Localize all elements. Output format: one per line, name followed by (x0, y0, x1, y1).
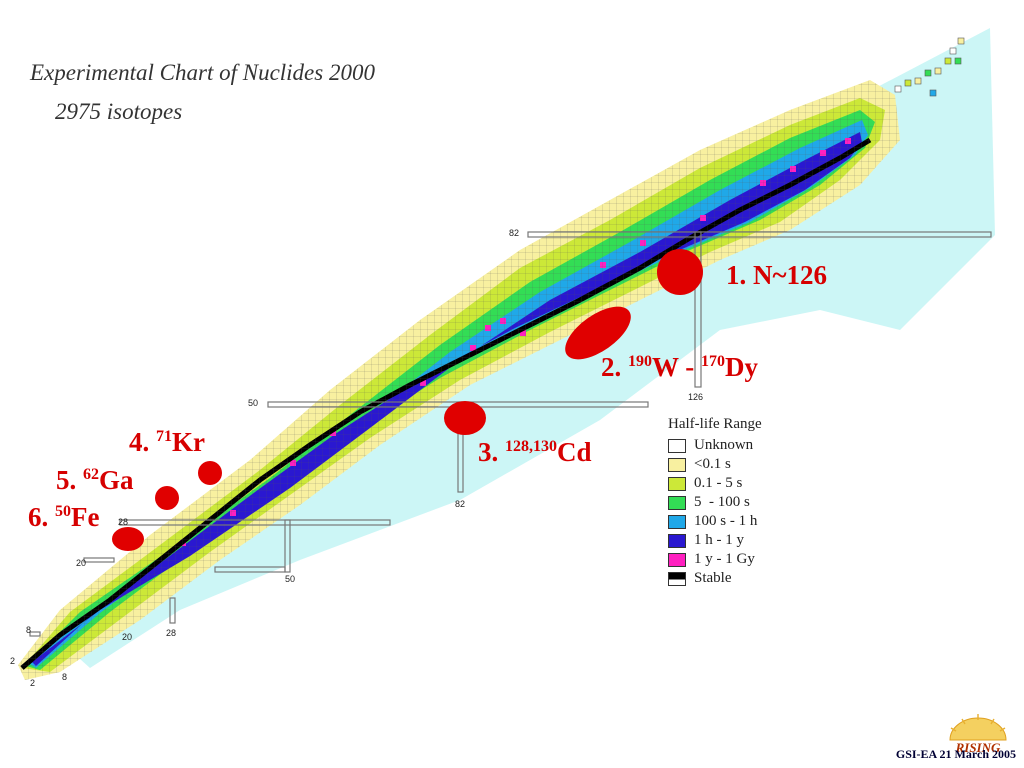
legend-swatch (668, 476, 686, 491)
marker-region-6 (112, 527, 144, 551)
magic-2-n: 2 (30, 678, 35, 688)
magic-50-z: 50 (248, 398, 258, 408)
legend-item-lt-0-1s: <0.1 s (668, 455, 762, 474)
footer-text: GSI-EA 21 March 2005 (895, 747, 1016, 761)
legend-title: Half-life Range (668, 416, 762, 432)
region-label-4: 4. 71Kr (129, 427, 205, 457)
marker-region-2 (565, 306, 631, 360)
magic-28-z: 28 (118, 517, 128, 527)
magic-82-z: 82 (509, 228, 519, 238)
marker-region-3 (444, 401, 486, 435)
region-label-3: 3. 128,130Cd (478, 437, 592, 467)
magic-2-z: 2 (10, 656, 15, 666)
legend-item-100s-1h: 100 s - 1 h (668, 512, 762, 531)
legend-swatch (668, 533, 686, 548)
magic-8-n: 8 (62, 672, 67, 682)
rising-logo: RISING (949, 714, 1007, 755)
cell-grid (18, 80, 900, 680)
marker-region-1 (657, 249, 703, 295)
legend-swatch (668, 457, 686, 472)
legend-item-unknown: Unknown (668, 436, 762, 455)
chart-title: Experimental Chart of Nuclides 2000 (30, 60, 375, 85)
magic-20-z: 20 (76, 558, 86, 568)
legend-swatch (668, 438, 686, 453)
legend-swatch (668, 495, 686, 510)
logo-text: RISING (955, 740, 1001, 755)
magic-8-z: 8 (26, 625, 31, 635)
magic-82-n: 82 (455, 499, 465, 509)
region-label-1: 1. N~126 (726, 260, 828, 290)
magic-50-n: 50 (285, 574, 295, 584)
chart-subtitle: 2975 isotopes (55, 99, 183, 124)
marker-region-4 (198, 461, 222, 485)
magic-number-lines (29, 231, 992, 637)
region-label-5: 5. 62Ga (56, 465, 134, 495)
marker-region-5 (155, 486, 179, 510)
magic-20-n: 20 (122, 632, 132, 642)
legend-swatch (668, 514, 686, 529)
legend-swatch (668, 552, 686, 567)
halflife-legend: Half-life Range Unknown <0.1 s 0.1 - 5 s… (668, 416, 762, 588)
region-label-6: 6. 50Fe (28, 502, 100, 532)
legend-swatch (668, 571, 686, 586)
legend-item-1h-1y: 1 h - 1 y (668, 531, 762, 550)
legend-item-stable: Stable (668, 569, 762, 588)
region-label-2: 2. 190W - 170Dy (601, 352, 759, 382)
region-markers (112, 249, 703, 551)
legend-item-5-100s: 5 - 100 s (668, 493, 762, 512)
legend-item-1y-1gy: 1 y - 1 Gy (668, 550, 762, 569)
magic-28-n: 28 (166, 628, 176, 638)
superheavy-cells (894, 37, 965, 97)
magic-126-n: 126 (688, 392, 703, 402)
legend-item-0-1-5s: 0.1 - 5 s (668, 474, 762, 493)
